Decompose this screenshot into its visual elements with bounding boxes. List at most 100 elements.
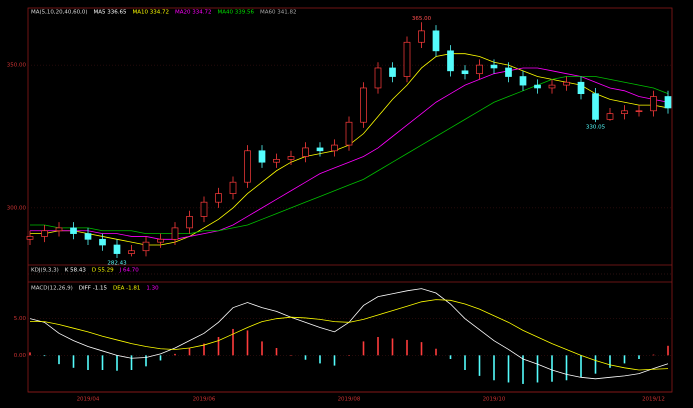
candle-body [345, 121, 353, 146]
candle-body [577, 81, 585, 95]
candle-body [650, 96, 657, 112]
candle-body [99, 238, 106, 246]
candle-body [70, 227, 77, 234]
candle-body [55, 227, 63, 232]
legend-entry: DIFF -1.15 [79, 286, 108, 292]
macd-bar [652, 354, 655, 356]
macd-bar [43, 355, 46, 357]
y-tick-label: 5.00 [14, 316, 27, 322]
x-tick-label: 2019/06 [193, 397, 216, 403]
macd-bar [464, 355, 466, 370]
candle-body [476, 64, 483, 75]
candle-body [534, 84, 541, 89]
macd-bar [246, 330, 249, 356]
macd-bar [116, 355, 118, 371]
macd-bar [130, 355, 133, 370]
candle-body [447, 50, 454, 72]
candle-body [505, 67, 512, 77]
macd-bar [29, 352, 31, 356]
trough-label: 282.43 [107, 261, 127, 267]
macd-bar [58, 355, 60, 365]
macd-bar [594, 355, 597, 374]
candle-body [389, 67, 396, 77]
legend-entry: 1.30 [146, 286, 159, 292]
macd-bar [493, 355, 495, 381]
candle-body [113, 244, 121, 254]
macd-bar [435, 348, 437, 356]
candle-body [403, 41, 411, 77]
legend-entry: J 64.70 [119, 268, 140, 274]
macd-bar [159, 355, 162, 361]
candle-body [418, 30, 425, 43]
candle-body [432, 30, 440, 52]
candle-body [84, 233, 92, 240]
legend-entry: MA20 334.72 [175, 10, 212, 16]
legend-entry: K 58.43 [65, 268, 87, 274]
macd-bar [536, 355, 539, 383]
ma-line [30, 76, 669, 234]
macd-bar [551, 355, 553, 382]
macd-bar [362, 341, 365, 356]
candle-body [128, 250, 135, 254]
candle-body [142, 241, 150, 252]
legend-entry: MA10 334.72 [133, 10, 170, 16]
macd-bar [333, 355, 336, 366]
macd-bar [667, 345, 669, 356]
macd-bar [174, 353, 176, 356]
low-label: 330.05 [586, 125, 606, 131]
y-tick-label: 300.00 [7, 205, 27, 211]
macd-bar [478, 355, 481, 376]
macd-bar [203, 343, 205, 356]
macd-bar [145, 355, 147, 367]
legend-entry: MACD(12,26,9) [31, 286, 73, 292]
ma-line [30, 67, 669, 240]
macd-bar [623, 355, 626, 364]
x-tick-label: 2019/04 [77, 397, 100, 403]
candle-body [215, 193, 222, 203]
candle-body [606, 113, 614, 120]
macd-bar [348, 355, 350, 356]
candle-body [461, 70, 469, 75]
legend-entry: MA5 336.65 [94, 10, 128, 16]
candle-body [316, 147, 324, 152]
macd-bar [87, 355, 89, 370]
legend-entry: D 55.29 [92, 268, 114, 274]
macd-bar [217, 337, 220, 356]
macd-bar [609, 355, 611, 368]
peak-label: 365.00 [412, 16, 432, 22]
legend-entry: MA(5,10,20,40,60,0) [31, 10, 88, 16]
dea-line [30, 299, 669, 371]
candle-body [157, 238, 164, 243]
macd-bar [420, 342, 423, 356]
macd-bar [275, 348, 278, 356]
macd-bar [522, 355, 524, 384]
macd-bar [406, 339, 408, 356]
x-tick-label: 2019/10 [483, 397, 506, 403]
y-tick-label: 0.00 [14, 353, 27, 359]
macd-bar [319, 355, 321, 364]
candle-body [490, 64, 498, 69]
macd-bar [188, 348, 191, 356]
macd-bar [377, 337, 379, 356]
candle-body [548, 84, 556, 89]
legend-entry: MA60 341.82 [260, 10, 297, 16]
candle-body [563, 81, 570, 86]
candle-body [331, 144, 338, 152]
x-tick-label: 2019/12 [642, 397, 665, 403]
macd-bar [101, 355, 104, 370]
candle-body [374, 67, 382, 89]
candle-body [519, 76, 527, 86]
legend-entry: MA40 339.56 [218, 10, 255, 16]
candle-body [171, 227, 179, 240]
candle-body [186, 216, 193, 229]
candle-body [360, 87, 367, 123]
legend-entry: DEA -1.81 [113, 286, 140, 292]
candle-body [635, 110, 643, 112]
macd-bar [449, 355, 452, 359]
candle-body [664, 96, 672, 109]
legend-entry: KDJ(9,3,3) [31, 268, 59, 274]
macd-bar [391, 338, 394, 356]
